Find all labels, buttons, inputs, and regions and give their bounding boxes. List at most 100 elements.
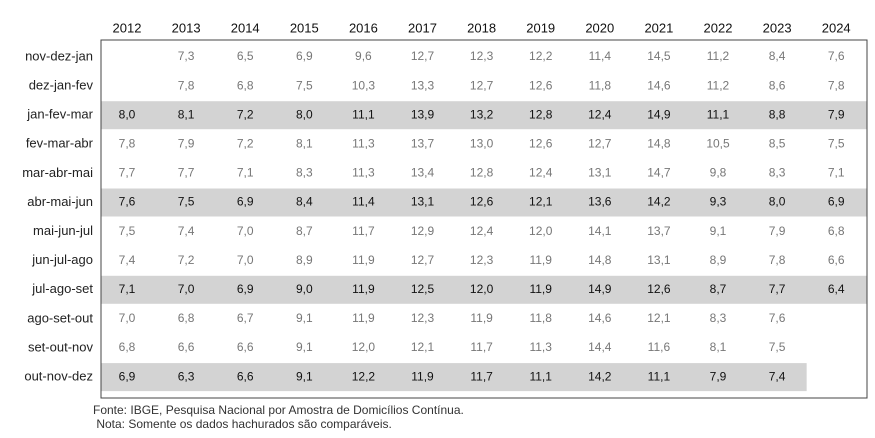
- cell-abr-mai-jun-2022: 9,3: [710, 195, 727, 209]
- cell-nov-dez-jan-2023: 8,4: [769, 49, 786, 63]
- cell-dez-jan-fev-2022: 11,2: [707, 78, 730, 92]
- cell-jun-jul-ago-2016: 11,9: [352, 253, 375, 267]
- cell-dez-jan-fev-2020: 11,8: [589, 78, 612, 92]
- cell-jan-fev-mar-2022: 11,1: [707, 107, 730, 121]
- cell-mar-abr-mai-2015: 8,3: [296, 166, 313, 180]
- cell-dez-jan-fev-2017: 13,3: [411, 78, 435, 92]
- cell-dez-jan-fev-2018: 12,7: [470, 78, 494, 92]
- highlight-band-jul-ago-set: [101, 275, 867, 304]
- cell-jul-ago-set-2024: 6,4: [828, 282, 845, 296]
- cell-jan-fev-mar-2015: 8,0: [296, 107, 313, 121]
- cell-out-nov-dez-2023: 7,4: [769, 369, 786, 383]
- period-label-dez-jan-fev: dez-jan-fev: [29, 78, 94, 93]
- cell-ago-set-out-2014: 6,7: [237, 311, 254, 325]
- cell-fev-mar-abr-2014: 7,2: [237, 136, 254, 150]
- cell-jun-jul-ago-2023: 7,8: [769, 253, 786, 267]
- year-header-2020: 2020: [585, 20, 614, 35]
- cell-fev-mar-abr-2015: 8,1: [296, 136, 313, 150]
- cell-jan-fev-mar-2019: 12,8: [529, 107, 553, 121]
- cell-ago-set-out-2016: 11,9: [352, 311, 375, 325]
- cell-mai-jun-jul-2018: 12,4: [470, 224, 494, 238]
- highlight-band-out-nov-dez: [101, 363, 807, 392]
- cell-ago-set-out-2023: 7,6: [769, 311, 786, 325]
- period-label-nov-dez-jan: nov-dez-jan: [25, 48, 93, 63]
- cell-dez-jan-fev-2013: 7,8: [178, 78, 195, 92]
- cell-out-nov-dez-2021: 11,1: [648, 369, 671, 383]
- cell-jul-ago-set-2021: 12,6: [647, 282, 671, 296]
- cell-fev-mar-abr-2019: 12,6: [529, 136, 553, 150]
- year-header-2021: 2021: [644, 20, 673, 35]
- cell-ago-set-out-2020: 14,6: [588, 311, 612, 325]
- cell-jul-ago-set-2014: 6,9: [237, 282, 254, 296]
- cell-ago-set-out-2021: 12,1: [647, 311, 671, 325]
- cell-jun-jul-ago-2015: 8,9: [296, 253, 313, 267]
- cell-set-out-nov-2017: 12,1: [411, 340, 435, 354]
- highlight-bands: [101, 101, 867, 392]
- period-label-mai-jun-jul: mai-jun-jul: [33, 223, 93, 238]
- cell-dez-jan-fev-2014: 6,8: [237, 78, 254, 92]
- cell-dez-jan-fev-2019: 12,6: [529, 78, 553, 92]
- cell-jul-ago-set-2023: 7,7: [769, 282, 786, 296]
- cell-mai-jun-jul-2017: 12,9: [411, 224, 435, 238]
- comparability-note: Nota: Somente os dados hachurados são co…: [93, 417, 392, 431]
- cell-out-nov-dez-2020: 14,2: [588, 369, 612, 383]
- year-header-2014: 2014: [231, 20, 260, 35]
- cell-set-out-nov-2016: 12,0: [352, 340, 376, 354]
- cell-mai-jun-jul-2016: 11,7: [352, 224, 375, 238]
- year-header-2016: 2016: [349, 20, 378, 35]
- cell-ago-set-out-2022: 8,3: [710, 311, 727, 325]
- cell-ago-set-out-2017: 12,3: [411, 311, 435, 325]
- cell-dez-jan-fev-2015: 7,5: [296, 78, 313, 92]
- cell-jun-jul-ago-2012: 7,4: [119, 253, 136, 267]
- cell-abr-mai-jun-2016: 11,4: [352, 195, 375, 209]
- cell-fev-mar-abr-2018: 13,0: [470, 136, 494, 150]
- cell-mai-jun-jul-2019: 12,0: [529, 224, 553, 238]
- cell-out-nov-dez-2014: 6,6: [237, 369, 254, 383]
- cell-set-out-nov-2022: 8,1: [710, 340, 727, 354]
- cell-abr-mai-jun-2020: 13,6: [588, 195, 612, 209]
- cell-set-out-nov-2015: 9,1: [296, 340, 313, 354]
- cell-nov-dez-jan-2024: 7,6: [828, 49, 845, 63]
- cell-mai-jun-jul-2012: 7,5: [119, 224, 136, 238]
- cell-mar-abr-mai-2021: 14,7: [647, 166, 671, 180]
- period-label-jan-fev-mar: jan-fev-mar: [26, 107, 93, 122]
- period-label-abr-mai-jun: abr-mai-jun: [27, 194, 93, 209]
- cell-mai-jun-jul-2015: 8,7: [296, 224, 313, 238]
- period-label-fev-mar-abr: fev-mar-abr: [26, 136, 94, 151]
- cell-out-nov-dez-2013: 6,3: [178, 369, 195, 383]
- year-header-2013: 2013: [172, 20, 201, 35]
- cell-ago-set-out-2018: 11,9: [470, 311, 493, 325]
- highlight-band-abr-mai-jun: [101, 188, 867, 217]
- year-header-2018: 2018: [467, 20, 496, 35]
- cell-nov-dez-jan-2013: 7,3: [178, 49, 195, 63]
- cell-mai-jun-jul-2023: 7,9: [769, 224, 786, 238]
- cell-mai-jun-jul-2022: 9,1: [710, 224, 727, 238]
- cell-jul-ago-set-2015: 9,0: [296, 282, 313, 296]
- cell-mai-jun-jul-2024: 6,8: [828, 224, 845, 238]
- cell-jul-ago-set-2013: 7,0: [178, 282, 195, 296]
- cell-jun-jul-ago-2022: 8,9: [710, 253, 727, 267]
- period-label-mar-abr-mai: mar-abr-mai: [22, 165, 93, 180]
- source-note: Fonte: IBGE, Pesquisa Nacional por Amost…: [93, 403, 464, 417]
- cell-jun-jul-ago-2019: 11,9: [529, 253, 552, 267]
- cell-mar-abr-mai-2018: 12,8: [470, 166, 494, 180]
- cell-set-out-nov-2013: 6,6: [178, 340, 195, 354]
- cell-out-nov-dez-2017: 11,9: [411, 369, 434, 383]
- cell-nov-dez-jan-2014: 6,5: [237, 49, 254, 63]
- cell-fev-mar-abr-2013: 7,9: [178, 136, 195, 150]
- cell-jan-fev-mar-2017: 13,9: [411, 107, 435, 121]
- cell-ago-set-out-2012: 7,0: [119, 311, 136, 325]
- cell-jun-jul-ago-2013: 7,2: [178, 253, 195, 267]
- cell-jun-jul-ago-2017: 12,7: [411, 253, 435, 267]
- cell-out-nov-dez-2018: 11,7: [470, 369, 493, 383]
- cell-mar-abr-mai-2012: 7,7: [119, 166, 136, 180]
- cell-abr-mai-jun-2012: 7,6: [119, 195, 136, 209]
- cell-abr-mai-jun-2021: 14,2: [647, 195, 671, 209]
- cell-out-nov-dez-2019: 11,1: [529, 369, 552, 383]
- cell-mar-abr-mai-2019: 12,4: [529, 166, 553, 180]
- cell-dez-jan-fev-2021: 14,6: [647, 78, 671, 92]
- cell-ago-set-out-2019: 11,8: [529, 311, 552, 325]
- cell-jul-ago-set-2016: 11,9: [352, 282, 375, 296]
- cell-mar-abr-mai-2017: 13,4: [411, 166, 435, 180]
- cell-set-out-nov-2023: 7,5: [769, 340, 786, 354]
